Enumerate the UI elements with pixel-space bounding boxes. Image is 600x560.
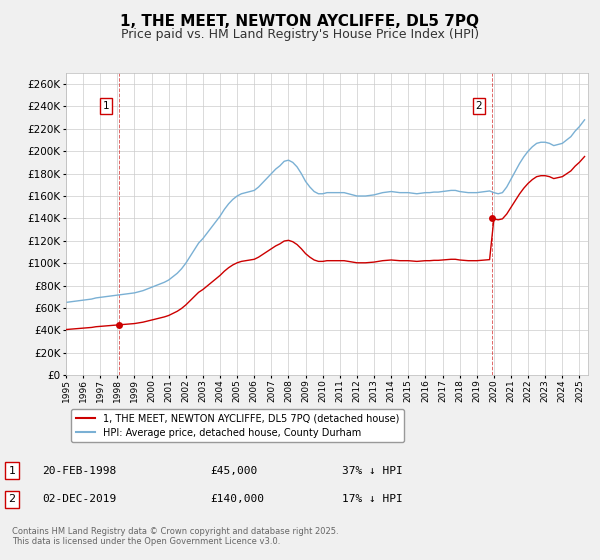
Text: 37% ↓ HPI: 37% ↓ HPI <box>342 466 403 476</box>
Text: £140,000: £140,000 <box>210 494 264 505</box>
Text: 1: 1 <box>8 466 16 476</box>
Text: Contains HM Land Registry data © Crown copyright and database right 2025.
This d: Contains HM Land Registry data © Crown c… <box>12 527 338 546</box>
Text: Price paid vs. HM Land Registry's House Price Index (HPI): Price paid vs. HM Land Registry's House … <box>121 28 479 41</box>
Text: 1, THE MEET, NEWTON AYCLIFFE, DL5 7PQ: 1, THE MEET, NEWTON AYCLIFFE, DL5 7PQ <box>121 14 479 29</box>
Text: 20-FEB-1998: 20-FEB-1998 <box>42 466 116 476</box>
Text: 1: 1 <box>103 101 109 111</box>
Text: 17% ↓ HPI: 17% ↓ HPI <box>342 494 403 505</box>
Text: 2: 2 <box>8 494 16 505</box>
Text: 2: 2 <box>475 101 482 111</box>
Text: £45,000: £45,000 <box>210 466 257 476</box>
Text: 02-DEC-2019: 02-DEC-2019 <box>42 494 116 505</box>
Legend: 1, THE MEET, NEWTON AYCLIFFE, DL5 7PQ (detached house), HPI: Average price, deta: 1, THE MEET, NEWTON AYCLIFFE, DL5 7PQ (d… <box>71 409 404 442</box>
